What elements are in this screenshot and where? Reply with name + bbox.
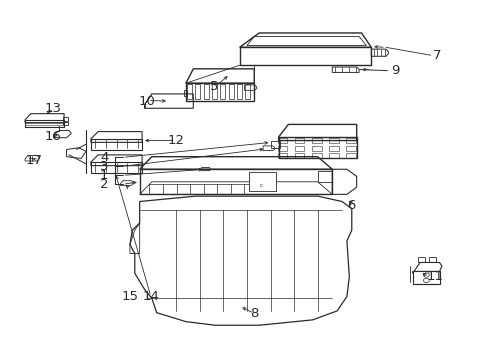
Bar bbox=[294, 153, 304, 158]
Text: 11: 11 bbox=[426, 270, 442, 283]
Bar bbox=[345, 153, 355, 158]
Text: 6: 6 bbox=[347, 199, 355, 212]
Bar bbox=[311, 153, 321, 158]
Text: 8: 8 bbox=[249, 307, 258, 320]
Text: 9: 9 bbox=[391, 64, 399, 77]
Text: 17: 17 bbox=[25, 154, 42, 167]
Text: c: c bbox=[260, 183, 263, 188]
Bar bbox=[294, 138, 304, 143]
Text: 3: 3 bbox=[100, 160, 108, 173]
Text: 13: 13 bbox=[45, 102, 61, 115]
Bar bbox=[328, 145, 338, 150]
Bar bbox=[249, 172, 276, 192]
Bar bbox=[345, 138, 355, 143]
Bar bbox=[277, 145, 287, 150]
Bar bbox=[277, 153, 287, 158]
Bar bbox=[277, 138, 287, 143]
Text: 2: 2 bbox=[100, 178, 108, 191]
Text: 1: 1 bbox=[100, 169, 108, 182]
Text: 5: 5 bbox=[209, 80, 218, 93]
Bar bbox=[328, 138, 338, 143]
Text: 4: 4 bbox=[100, 151, 108, 164]
Text: 7: 7 bbox=[432, 49, 441, 62]
Bar bbox=[294, 145, 304, 150]
Bar bbox=[311, 145, 321, 150]
Text: 14: 14 bbox=[142, 290, 159, 303]
Bar bbox=[328, 153, 338, 158]
Bar bbox=[311, 138, 321, 143]
Text: 12: 12 bbox=[167, 134, 184, 147]
Text: 16: 16 bbox=[45, 130, 61, 144]
Text: 10: 10 bbox=[138, 95, 155, 108]
Bar bbox=[345, 145, 355, 150]
Text: 15: 15 bbox=[121, 290, 138, 303]
